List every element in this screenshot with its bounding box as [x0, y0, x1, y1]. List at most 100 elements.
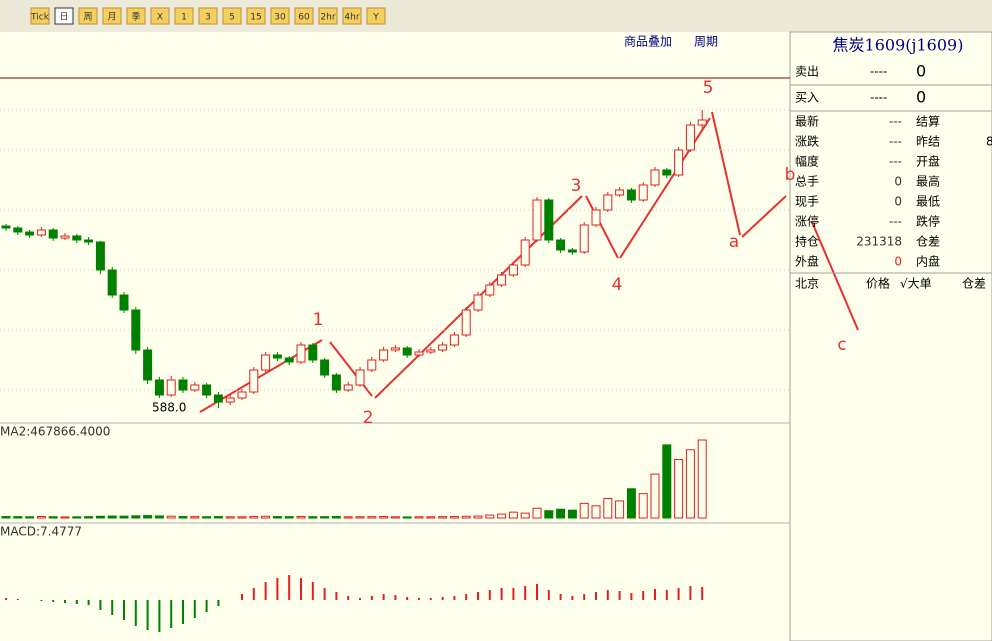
toolbar-button-label[interactable]: Y — [372, 13, 379, 23]
toolbar-button[interactable] — [54, 7, 74, 25]
volume-bar — [213, 516, 223, 519]
toolbar-button-label[interactable]: 日 — [59, 12, 68, 23]
candle-body — [95, 241, 105, 271]
candle-body — [615, 189, 625, 196]
toolbar-button[interactable] — [78, 7, 98, 25]
candle-body — [36, 229, 46, 236]
volume-bar — [107, 515, 117, 519]
toolbar-button-label[interactable]: Tick — [30, 13, 50, 23]
wave-label: 4 — [612, 275, 623, 295]
candle-body — [308, 344, 318, 361]
candle-body — [60, 235, 70, 239]
volume-bar — [272, 516, 282, 519]
volume-bar — [131, 515, 141, 519]
candle-body — [390, 347, 400, 351]
candle-body — [367, 359, 377, 371]
toolbar-button[interactable] — [126, 7, 146, 25]
toolbar-button[interactable] — [150, 7, 170, 25]
volume-bar — [154, 515, 164, 519]
volume-bar — [390, 516, 400, 519]
quote-value: 0 — [894, 195, 902, 209]
toolbar-button[interactable] — [318, 7, 338, 25]
quote-key: 涨停 — [795, 214, 819, 229]
toolbar-button-label[interactable]: 15 — [250, 13, 261, 23]
toolbar-button[interactable] — [198, 7, 218, 25]
candle-body — [461, 309, 471, 336]
volume-label: MA2:467866.4000 — [0, 425, 110, 439]
toolbar-button[interactable] — [342, 7, 362, 25]
wave-label: a — [729, 232, 739, 252]
volume-bar — [249, 515, 259, 519]
volume-bar — [284, 516, 294, 519]
volume-bar — [615, 500, 625, 519]
candle-body — [532, 199, 542, 241]
volume-bar — [143, 515, 153, 519]
candle-body — [249, 369, 259, 393]
candle-body — [331, 374, 341, 391]
candle-body — [685, 124, 695, 151]
wave-label: 2 — [363, 408, 374, 428]
quote-value: --- — [889, 155, 902, 169]
toolbar-button[interactable] — [102, 7, 122, 25]
toolbar-button[interactable] — [270, 7, 290, 25]
candle-body — [84, 239, 94, 243]
toolbar-button-label[interactable]: 5 — [229, 13, 235, 23]
toolbar-button-label[interactable]: 4hr — [344, 13, 359, 23]
toolbar-button-label[interactable]: 30 — [274, 13, 286, 23]
quote-value: --- — [889, 115, 902, 129]
quote-key: 最高 — [916, 174, 940, 189]
volume-bar — [25, 516, 35, 519]
chart-link[interactable]: 周期 — [694, 35, 718, 49]
wave-label: c — [837, 335, 846, 355]
quote-key: 卖出 — [795, 65, 819, 79]
quote-footer: 价格 — [866, 276, 890, 291]
quote-key: 最新 — [795, 114, 819, 129]
candle-body — [237, 391, 247, 399]
candle-body — [638, 184, 648, 201]
toolbar-button[interactable] — [30, 7, 50, 25]
candle-body — [449, 334, 459, 346]
candle-body — [662, 169, 672, 176]
toolbar-button[interactable] — [222, 7, 242, 25]
volume-bar — [414, 516, 424, 519]
volume-bar — [685, 449, 695, 519]
volume-bar — [544, 510, 554, 519]
toolbar-button[interactable] — [246, 7, 266, 25]
toolbar — [0, 0, 992, 32]
volume-bar — [84, 516, 94, 519]
chart-link[interactable]: 商品叠加 — [624, 34, 672, 49]
candle-body — [178, 379, 188, 391]
toolbar-button[interactable] — [366, 7, 386, 25]
quote-key: 涨跌 — [795, 134, 819, 149]
candle-body — [213, 394, 223, 403]
toolbar-button-label[interactable]: 周 — [83, 12, 92, 23]
volume-bar — [343, 516, 353, 519]
toolbar-button-label[interactable]: 60 — [298, 13, 310, 23]
volume-bar — [473, 515, 483, 519]
toolbar-button-label[interactable]: 月 — [107, 12, 116, 23]
quote-footer: √大单 — [900, 277, 932, 291]
volume-bar — [237, 516, 247, 519]
volume-bar — [13, 516, 23, 519]
quote-key: 持仓 — [795, 234, 819, 249]
toolbar-button-label[interactable]: 季 — [131, 11, 140, 23]
toolbar-button-label[interactable]: 3 — [205, 13, 211, 23]
wave-label: 3 — [571, 176, 582, 196]
quote-panel — [789, 31, 992, 641]
quote-key: 总手 — [795, 175, 819, 189]
toolbar-button-label[interactable]: X — [157, 13, 163, 23]
candle-body — [131, 309, 141, 351]
toolbar-button-label[interactable]: 2hr — [320, 13, 335, 23]
volume-bar — [190, 516, 200, 519]
quote-title: 焦炭1609(j1609) — [833, 36, 964, 55]
toolbar-button[interactable] — [174, 7, 194, 25]
volume-bar — [178, 516, 188, 519]
candle-body — [343, 384, 353, 391]
volume-bar — [308, 516, 318, 519]
toolbar-button[interactable] — [294, 7, 314, 25]
candle-body — [626, 189, 636, 201]
toolbar-button-label[interactable]: 1 — [181, 13, 187, 23]
candle-body — [674, 149, 684, 176]
volume-bar — [567, 509, 577, 519]
